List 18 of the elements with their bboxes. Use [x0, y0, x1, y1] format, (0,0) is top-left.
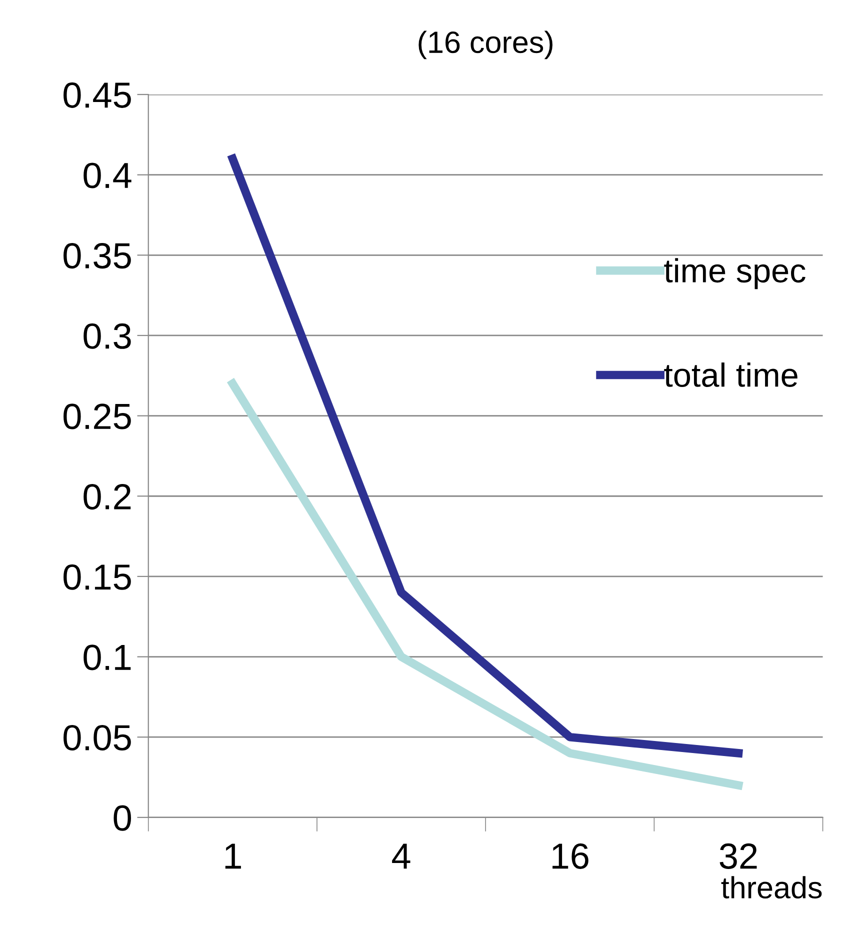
chart-title: (16 cores): [418, 30, 552, 60]
y-tick-label: 0.45: [64, 82, 131, 108]
x-tick-label: 16: [552, 843, 588, 869]
x-tick-label: 32: [720, 843, 757, 869]
y-tick-label: 0.15: [64, 564, 131, 590]
y-tick-label: 0.25: [64, 404, 131, 430]
y-tick-label: 0.1: [84, 644, 131, 670]
y-tick-label: 0.3: [84, 323, 131, 349]
y-tick-label: 0.4: [84, 162, 132, 188]
x-tick-label: 4: [392, 844, 410, 869]
y-tick-label: 0: [114, 805, 131, 831]
x-tick-label: 1: [225, 844, 241, 869]
y-tick-label: 0.05: [64, 724, 131, 751]
legend-label: time spec: [664, 258, 806, 290]
y-tick-label: 0.35: [64, 243, 131, 269]
x-axis-title: threads: [721, 876, 822, 899]
legend-label: total time: [664, 362, 798, 387]
y-tick-label: 0.2: [84, 484, 131, 510]
